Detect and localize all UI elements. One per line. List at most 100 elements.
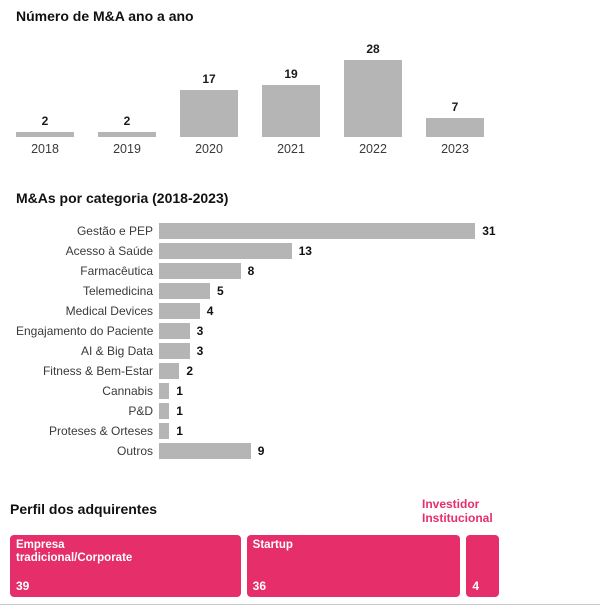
acquirer-block-value: 39 xyxy=(16,579,30,593)
year-column-2023: 7 2023 xyxy=(426,41,484,156)
category-label: Outros xyxy=(116,444,153,458)
category-value-label: 3 xyxy=(196,344,204,358)
category-label: Fitness & Bem-Estar xyxy=(42,364,153,378)
category-row: Farmacêutica 8 xyxy=(16,261,600,281)
acquirer-block-value: 36 xyxy=(252,579,267,593)
category-label: Proteses & Orteses xyxy=(48,424,153,438)
category-row: AI & Big Data 3 xyxy=(16,341,600,361)
category-bar-chart: Gestão e PEP 31 Acesso à Saúde 13 Farmacêuti… xyxy=(16,221,600,461)
category-value-label: 4 xyxy=(206,304,214,318)
bar-2018 xyxy=(16,131,74,137)
annotation-line-1: Investidor xyxy=(422,497,480,511)
category-label: AI & Big Data xyxy=(80,344,153,358)
category-bar xyxy=(159,243,292,259)
year-axis-label-2018: 2018 xyxy=(31,142,59,156)
bottom-divider xyxy=(0,604,600,605)
category-value-label: 5 xyxy=(217,284,224,298)
category-label: Cannabis xyxy=(102,384,153,398)
category-bar xyxy=(159,403,170,419)
bar-value-label-2023: 7 xyxy=(451,99,459,114)
category-value-label: 8 xyxy=(247,264,255,278)
bar-value-label-2021: 19 xyxy=(284,66,298,81)
year-axis-label-2023: 2023 xyxy=(441,142,469,156)
acquirer-block-label: Startup xyxy=(252,539,293,551)
acquirer-block-2: 4 xyxy=(466,535,500,597)
category-value-label: 1 xyxy=(176,384,183,398)
yearly-chart-section: Número de M&A ano a ano 2 2018 2 2019 17 2020… xyxy=(0,0,600,156)
category-row: Cannabis 1 xyxy=(16,381,600,401)
category-row: Engajamento do Paciente 3 xyxy=(16,321,600,341)
acquirer-block-label: Empresa tradicional/Corporate xyxy=(16,539,133,564)
bar-2021 xyxy=(262,84,320,137)
category-bar xyxy=(159,343,190,359)
year-column-2022: 28 2022 xyxy=(344,41,402,156)
year-column-2018: 2 2018 xyxy=(16,41,74,156)
annotation-line-2: Institucional xyxy=(422,510,493,525)
category-bar xyxy=(159,383,170,399)
bar-2022 xyxy=(344,60,402,137)
category-row: Acesso à Saúde 13 xyxy=(16,241,600,261)
category-label: Medical Devices xyxy=(65,304,153,318)
category-bar xyxy=(159,223,476,239)
year-plot-2020: 17 xyxy=(180,41,238,137)
category-label: Gestão e PEP xyxy=(76,224,153,238)
bar-2020 xyxy=(180,90,238,137)
year-axis-label-2019: 2019 xyxy=(113,142,141,156)
category-value-label: 2 xyxy=(186,364,194,378)
category-row: Medical Devices 4 xyxy=(16,301,600,321)
year-column-2020: 17 2020 xyxy=(180,41,238,156)
category-row: Fitness & Bem-Estar 2 xyxy=(16,361,600,381)
investor-institutional-annotation: Investidor Institucional xyxy=(422,497,493,525)
category-value-label: 1 xyxy=(176,404,183,418)
category-value-label: 3 xyxy=(196,324,204,338)
category-bar xyxy=(159,423,170,439)
category-chart-title: M&As por categoria (2018-2023) xyxy=(16,190,229,206)
category-value-label: 31 xyxy=(482,224,496,238)
category-row: P&D 1 xyxy=(16,401,600,421)
year-plot-2022: 28 xyxy=(344,41,402,137)
year-axis-label-2022: 2022 xyxy=(359,142,387,156)
category-chart-section: M&As por categoria (2018-2023) Gestão e … xyxy=(0,190,600,461)
acquirer-chart-section: Perfil dos adquirentes Investidor Instit… xyxy=(0,497,600,597)
year-plot-2023: 7 xyxy=(426,41,484,137)
year-column-2019: 2 2019 xyxy=(98,41,156,156)
category-row: Proteses & Orteses 1 xyxy=(16,421,600,441)
bar-value-label-2020: 17 xyxy=(202,72,216,87)
year-plot-2021: 19 xyxy=(262,41,320,137)
category-bar xyxy=(159,363,180,379)
category-label: Acesso à Saúde xyxy=(65,244,153,258)
bar-2019 xyxy=(98,131,156,137)
year-axis-label-2020: 2020 xyxy=(195,142,223,156)
year-axis-label-2021: 2021 xyxy=(277,142,305,156)
category-label: P&D xyxy=(128,404,153,418)
category-value-label: 1 xyxy=(176,424,183,438)
bar-2023 xyxy=(426,117,484,137)
category-bar xyxy=(159,303,200,319)
yearly-bar-chart: 2 2018 2 2019 17 2020 19 2021 28 2022 7 2023 xyxy=(16,41,484,156)
category-bar xyxy=(159,443,251,459)
category-value-label: 9 xyxy=(257,444,265,458)
yearly-chart-title: Número de M&A ano a ano xyxy=(16,8,194,24)
bar-value-label-2022: 28 xyxy=(366,42,380,56)
category-row: Outros 9 xyxy=(16,441,600,461)
category-label: Telemedicina xyxy=(82,284,153,298)
year-column-2021: 19 2021 xyxy=(262,41,320,156)
category-value-label: 13 xyxy=(298,244,312,258)
acquirer-blocks: Empresa tradicional/Corporate 39 Startup 36… xyxy=(10,535,500,597)
category-bar xyxy=(159,323,190,339)
bar-value-label-2018: 2 xyxy=(41,113,49,128)
year-plot-2018: 2 xyxy=(16,41,74,137)
acquirer-block-1: Startup 36 xyxy=(246,535,461,597)
acquirer-block-0: Empresa tradicional/Corporate 39 xyxy=(10,535,241,597)
category-row: Gestão e PEP 31 xyxy=(16,221,600,241)
year-plot-2019: 2 xyxy=(98,41,156,137)
category-row: Telemedicina 5 xyxy=(16,281,600,301)
category-bar xyxy=(159,283,210,299)
acquirer-chart-title: Perfil dos adquirentes xyxy=(10,501,158,517)
bar-value-label-2019: 2 xyxy=(123,113,131,128)
category-label: Farmacêutica xyxy=(80,264,153,278)
category-bar xyxy=(159,263,241,279)
category-label: Engajamento do Paciente xyxy=(16,324,154,338)
acquirer-block-value: 4 xyxy=(472,579,480,593)
